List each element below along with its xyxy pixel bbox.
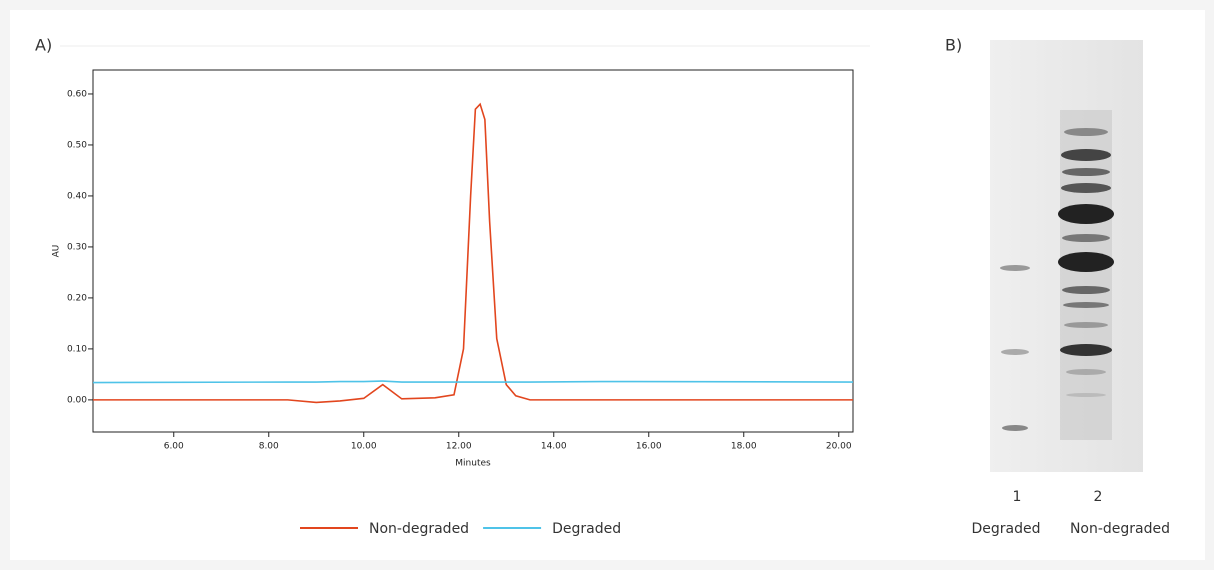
lane-name: Non-degraded bbox=[1070, 521, 1170, 537]
x-tick-label: 6.00 bbox=[164, 442, 184, 452]
x-tick-label: 14.00 bbox=[541, 442, 567, 452]
y-tick-label: 0.50 bbox=[67, 140, 87, 150]
x-tick-label: 18.00 bbox=[731, 442, 757, 452]
lane-number: 2 bbox=[1094, 489, 1103, 505]
legend-label: Degraded bbox=[552, 521, 621, 537]
x-tick-label: 16.00 bbox=[636, 442, 662, 452]
y-axis-label: AU bbox=[52, 245, 62, 258]
y-tick-label: 0.20 bbox=[67, 293, 87, 303]
lane-number: 1 bbox=[1013, 489, 1022, 505]
y-tick-label: 0.60 bbox=[67, 89, 87, 99]
y-tick-label: 0.10 bbox=[67, 344, 87, 354]
x-tick-label: 8.00 bbox=[259, 442, 279, 452]
legend-label: Non-degraded bbox=[369, 521, 469, 537]
figure: A) Minutes AU B) 1 2 Degraded Non-degrad… bbox=[0, 0, 1214, 566]
x-tick-label: 20.00 bbox=[826, 442, 852, 452]
panel-label: A) bbox=[35, 36, 52, 55]
x-tick-label: 10.00 bbox=[351, 442, 377, 452]
y-tick-label: 0.30 bbox=[67, 242, 87, 252]
lane-name: Degraded bbox=[971, 521, 1040, 537]
gel-image bbox=[990, 40, 1143, 472]
y-tick-label: 0.00 bbox=[67, 395, 87, 405]
y-tick-label: 0.40 bbox=[67, 191, 87, 201]
x-axis-label: Minutes bbox=[455, 459, 491, 469]
panel-label: B) bbox=[945, 36, 962, 55]
x-tick-label: 12.00 bbox=[446, 442, 472, 452]
